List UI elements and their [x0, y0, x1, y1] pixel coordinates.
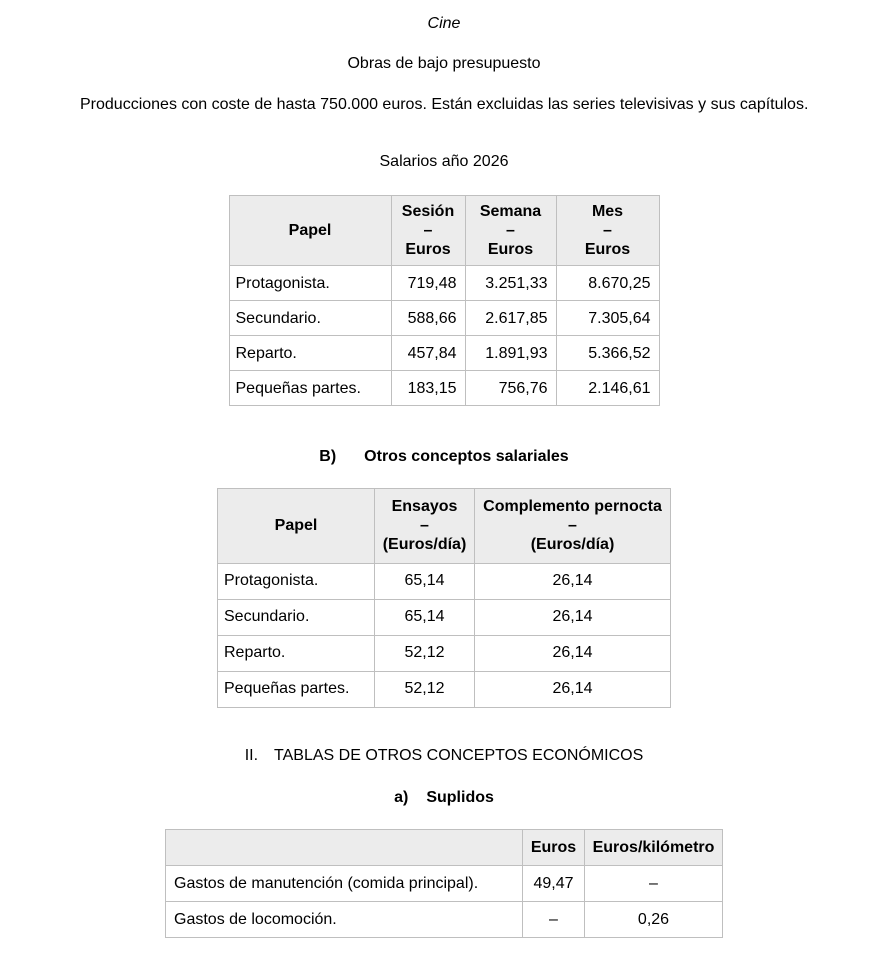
cell-semana: 1.891,93: [464, 335, 557, 372]
table-row: Gastos de locomoción. – 0,26: [165, 900, 723, 938]
cell-euros: –: [522, 900, 585, 938]
section-b-text: Otros conceptos salariales: [364, 448, 569, 466]
cell-pernocta: 26,14: [474, 562, 671, 600]
header-cell-pernocta: Complemento pernocta – (Euros/día): [474, 487, 671, 564]
cell-papel: Secundario.: [217, 598, 375, 636]
concepts-table-header-row: Papel Ensayos – (Euros/día) Complemento …: [217, 487, 671, 564]
header-cell-papel: Papel: [228, 194, 392, 267]
section-ii-heading: II. TABLAS DE OTROS CONCEPTOS ECONÓMICOS: [43, 746, 845, 765]
cell-sesion: 183,15: [390, 370, 466, 407]
cell-euros-km: –: [584, 864, 723, 902]
header-cell-euros: Euros: [522, 828, 585, 866]
section-a-label: a): [394, 788, 409, 806]
table-row: Gastos de manutención (comida principal)…: [165, 864, 723, 902]
cell-papel: Reparto.: [228, 335, 392, 372]
header-cell-semana: Semana – Euros: [464, 194, 557, 267]
cell-pernocta: 26,14: [474, 634, 671, 672]
header-cell-sesion: Sesión – Euros: [390, 194, 466, 267]
table-row: Protagonista. 65,14 26,14: [217, 562, 671, 600]
cell-ensayos: 52,12: [374, 634, 475, 672]
cell-mes: 5.366,52: [555, 335, 660, 372]
section-a-heading: a) Suplidos: [43, 788, 845, 807]
cell-euros-km: 0,26: [584, 900, 723, 938]
doc-title: Cine: [427, 15, 461, 32]
cell-semana: 756,76: [464, 370, 557, 407]
cell-papel: Pequeñas partes.: [217, 670, 375, 708]
cell-sesion: 457,84: [390, 335, 466, 372]
section-b-label: B): [319, 448, 337, 466]
cell-concepto: Gastos de manutención (comida principal)…: [165, 864, 523, 902]
cell-papel: Protagonista.: [228, 265, 392, 302]
cell-semana: 3.251,33: [464, 265, 557, 302]
suplidos-header-row: Euros Euros/kilómetro: [165, 828, 723, 866]
suplidos-table: Euros Euros/kilómetro Gastos de manutenc…: [165, 828, 723, 938]
section-a-text: Suplidos: [426, 788, 494, 806]
salaries-heading: Salarios año 2026: [379, 152, 509, 170]
table-row: Secundario. 65,14 26,14: [217, 598, 671, 636]
table-row: Reparto. 52,12 26,14: [217, 634, 671, 672]
table-row: Protagonista. 719,48 3.251,33 8.670,25: [228, 265, 660, 302]
cell-semana: 2.617,85: [464, 300, 557, 337]
salary-table-header-row: Papel Sesión – Euros Semana – Euros Mes …: [228, 194, 660, 267]
intro-paragraph: Producciones con coste de hasta 750.000 …: [80, 96, 809, 114]
cell-ensayos: 65,14: [374, 562, 475, 600]
header-cell-empty: [165, 828, 523, 866]
other-salary-concepts-table: Papel Ensayos – (Euros/día) Complemento …: [217, 487, 671, 708]
section-ii-label: II.: [244, 746, 259, 764]
cell-ensayos: 65,14: [374, 598, 475, 636]
section-b-heading: B) Otros conceptos salariales: [43, 447, 845, 466]
cell-pernocta: 26,14: [474, 598, 671, 636]
cell-sesion: 588,66: [390, 300, 466, 337]
section-ii-text: TABLAS DE OTROS CONCEPTOS ECONÓMICOS: [274, 746, 644, 764]
salary-table-2026: Papel Sesión – Euros Semana – Euros Mes …: [228, 194, 660, 407]
doc-subtitle: Obras de bajo presupuesto: [347, 55, 541, 73]
header-cell-euros-km: Euros/kilómetro: [584, 828, 723, 866]
table-row: Pequeñas partes. 52,12 26,14: [217, 670, 671, 708]
cell-euros: 49,47: [522, 864, 585, 902]
table-row: Secundario. 588,66 2.617,85 7.305,64: [228, 300, 660, 337]
cell-papel: Reparto.: [217, 634, 375, 672]
header-cell-papel: Papel: [217, 487, 375, 564]
cell-mes: 2.146,61: [555, 370, 660, 407]
cell-concepto: Gastos de locomoción.: [165, 900, 523, 938]
cell-papel: Pequeñas partes.: [228, 370, 392, 407]
cell-papel: Protagonista.: [217, 562, 375, 600]
cell-mes: 7.305,64: [555, 300, 660, 337]
cell-mes: 8.670,25: [555, 265, 660, 302]
cell-ensayos: 52,12: [374, 670, 475, 708]
cell-sesion: 719,48: [390, 265, 466, 302]
cell-pernocta: 26,14: [474, 670, 671, 708]
cell-papel: Secundario.: [228, 300, 392, 337]
header-cell-mes: Mes – Euros: [555, 194, 660, 267]
table-row: Reparto. 457,84 1.891,93 5.366,52: [228, 335, 660, 372]
header-cell-ensayos: Ensayos – (Euros/día): [374, 487, 475, 564]
table-row: Pequeñas partes. 183,15 756,76 2.146,61: [228, 370, 660, 407]
